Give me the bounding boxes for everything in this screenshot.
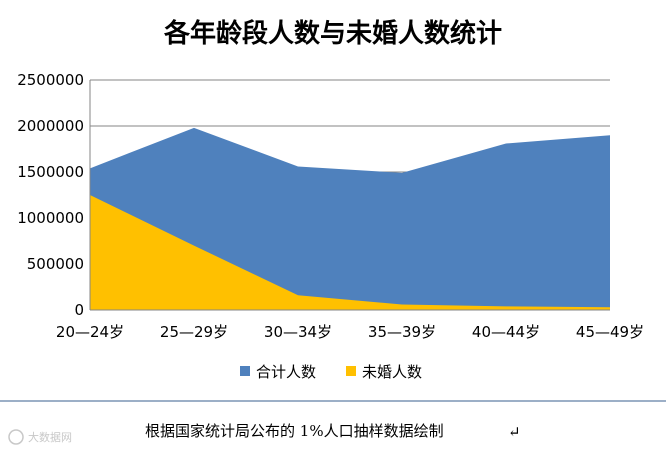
y-tick-label: 500000 <box>27 255 84 273</box>
legend-swatch-total <box>240 366 250 376</box>
x-tick-label: 45—49岁 <box>576 323 644 341</box>
x-tick-label: 25—29岁 <box>160 323 228 341</box>
y-tick-label: 1000000 <box>17 209 84 227</box>
x-tick-label: 20—24岁 <box>56 323 124 341</box>
y-tick-label: 1500000 <box>17 163 84 181</box>
legend-label-total: 合计人数 <box>256 363 316 381</box>
legend: 合计人数 未婚人数 <box>240 363 422 381</box>
area-series-unmarried <box>90 195 610 310</box>
x-tick-label: 40—44岁 <box>472 323 540 341</box>
legend-label-unmarried: 未婚人数 <box>362 363 422 381</box>
y-axis-tick-labels: 0 500000 1000000 1500000 2000000 2500000 <box>17 71 84 319</box>
watermark-logo-icon <box>8 429 24 445</box>
watermark-text: 大数据网 <box>28 430 72 444</box>
x-tick-label: 30—34岁 <box>264 323 332 341</box>
source-caption: 根据国家统计局公布的 1%人口抽样数据绘制 <box>145 422 444 440</box>
plot-areas <box>90 127 610 310</box>
y-tick-label: 2500000 <box>17 71 84 89</box>
chart-title: 各年龄段人数与未婚人数统计 <box>163 18 502 49</box>
x-axis-tick-labels: 20—24岁 25—29岁 30—34岁 35—39岁 40—44岁 45—49岁 <box>56 323 644 341</box>
y-tick-label: 2000000 <box>17 117 84 135</box>
watermark: 大数据网 <box>8 429 72 445</box>
y-tick-label: 0 <box>74 301 84 319</box>
x-tick-label: 35—39岁 <box>368 323 436 341</box>
caption-return-mark: ↵ <box>508 423 521 441</box>
legend-swatch-unmarried <box>346 366 356 376</box>
